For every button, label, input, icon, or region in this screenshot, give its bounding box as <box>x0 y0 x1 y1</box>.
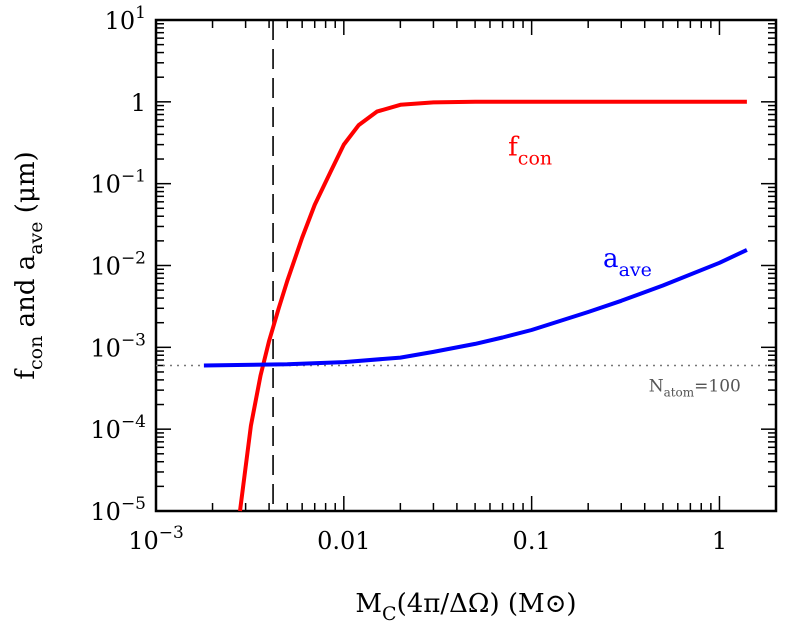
minor-ticks <box>156 20 777 511</box>
series-fcon-line <box>238 99 747 512</box>
major-ticks <box>155 19 776 512</box>
y-tick-label: 101 <box>105 3 146 35</box>
y-tick-label: 10−1 <box>90 167 146 199</box>
y-tick-label: 10−3 <box>90 330 146 362</box>
y-tick-label: 10−4 <box>90 412 146 444</box>
x-tick-labels: 10−3 0.01 0.1 1 <box>128 523 727 555</box>
y-tick-label: 1 <box>131 89 146 117</box>
x-axis-label: MC(4π/ΔΩ) (M⊙) <box>355 589 576 625</box>
series-label-fcon: fcon <box>508 133 552 170</box>
y-tick-label: 10−2 <box>90 249 146 281</box>
series-aave-line <box>203 248 748 368</box>
x-tick-label: 10−3 <box>128 523 184 555</box>
x-tick-label: 1 <box>712 527 727 555</box>
y-tick-label: 10−5 <box>90 494 146 526</box>
y-tick-labels: 10−5 10−4 10−3 10−2 10−1 1 101 <box>90 3 146 526</box>
series-label-aave: aave <box>603 244 652 281</box>
x-tick-label: 0.1 <box>513 527 551 555</box>
x-tick-label: 0.01 <box>317 527 370 555</box>
annotation-n-atom: Natom=100 <box>649 376 741 399</box>
y-axis-label: fcon and aave (μm) <box>11 151 47 379</box>
